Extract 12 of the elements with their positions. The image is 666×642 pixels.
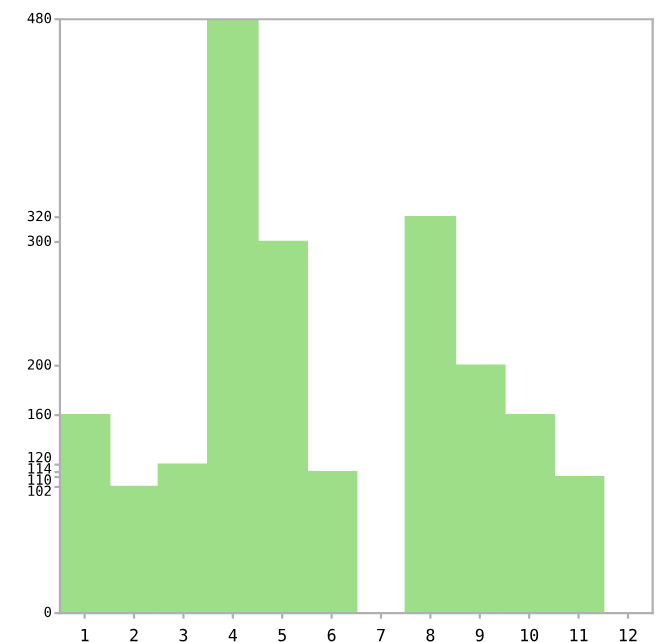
x-tick-label: 10	[521, 628, 539, 642]
x-tick-label: 12	[619, 628, 637, 642]
x-tick-label: 9	[475, 628, 484, 642]
x-tick-label: 5	[278, 628, 286, 642]
x-tick-label: 4	[228, 628, 238, 642]
x-tick-label: 1	[81, 628, 89, 642]
x-tick-label: 6	[327, 628, 336, 642]
x-tick-label: 2	[130, 628, 138, 642]
x-tick-label: 11	[570, 628, 588, 642]
x-tick-label: 7	[377, 628, 385, 642]
x-tick-label: 3	[179, 628, 188, 642]
x-tick-label: 8	[426, 628, 435, 642]
